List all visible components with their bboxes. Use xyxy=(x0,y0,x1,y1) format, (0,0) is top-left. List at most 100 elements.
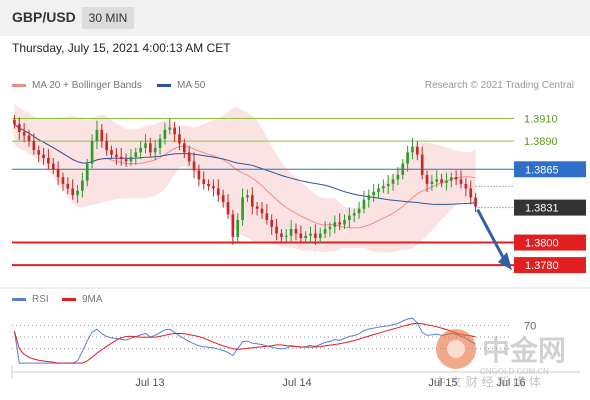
candle-body xyxy=(81,180,84,191)
ma9-legend-label: 9MA xyxy=(82,294,103,305)
candle-body xyxy=(348,215,351,220)
candle-body xyxy=(338,222,341,225)
candle-body xyxy=(85,163,89,181)
candle-body xyxy=(173,127,176,135)
candle-body xyxy=(221,195,225,202)
candle-body xyxy=(47,158,50,164)
candle-body xyxy=(139,147,142,153)
candle-body xyxy=(110,150,113,155)
datetime-label: Thursday, July 15, 2021 4:00:13 AM CET xyxy=(12,41,231,55)
candle-body xyxy=(42,154,45,158)
x-tick-jul-16: Jul 16 xyxy=(496,377,525,389)
candle-body xyxy=(435,179,439,182)
x-tick-jul-14: Jul 14 xyxy=(282,377,311,389)
rsi-tick-70: 70 xyxy=(524,320,536,332)
candle-body xyxy=(37,150,41,155)
candle-body xyxy=(182,143,186,153)
legend-rsi: RSI xyxy=(12,294,49,305)
watermark-logo-inner xyxy=(447,340,465,358)
candle-body xyxy=(415,146,419,155)
candle-body xyxy=(207,183,210,187)
candle-body xyxy=(464,183,468,189)
candle-body xyxy=(13,119,16,125)
x-tick-jul-13: Jul 13 xyxy=(135,377,164,389)
candle-body xyxy=(333,222,337,227)
ma20-legend-label: MA 20 + Bollinger Bands xyxy=(32,80,142,91)
rsi-panel: 70 xyxy=(12,317,536,364)
candle-body xyxy=(231,214,235,237)
candle-body xyxy=(401,163,405,175)
candle-body xyxy=(236,220,240,237)
candle-body xyxy=(17,124,21,133)
candle-body xyxy=(260,208,264,214)
candle-body xyxy=(425,174,429,184)
credit-text: Research © 2021 Trading Central xyxy=(424,80,574,91)
candle-body xyxy=(66,183,70,189)
candle-body xyxy=(250,195,254,207)
x-axis: Jul 13 Jul 14 Jul 15 Jul 16 xyxy=(0,287,590,389)
candle-body xyxy=(192,161,196,171)
timeframe-button[interactable]: 30 MIN xyxy=(82,7,134,29)
level-label-1.3800: 1.3800 xyxy=(525,238,559,250)
candle-body xyxy=(90,141,94,164)
candle-body xyxy=(212,186,215,189)
candle-body xyxy=(187,152,191,162)
legend-ma20: MA 20 + Bollinger Bands xyxy=(12,80,142,91)
candle-body xyxy=(445,180,448,183)
candles xyxy=(13,115,477,245)
candle-body xyxy=(95,129,99,142)
target-arrow-shaft xyxy=(476,208,506,260)
candle-body xyxy=(153,147,157,153)
candle-body xyxy=(343,220,346,225)
target-arrow xyxy=(476,208,512,271)
candle-body xyxy=(163,129,167,139)
candle-body xyxy=(27,135,31,142)
candle-body xyxy=(32,141,36,151)
level-tag-1.3800 xyxy=(514,234,586,251)
candle-body xyxy=(430,181,434,184)
candle-body xyxy=(377,188,380,192)
level-label-1.3831: 1.3831 xyxy=(525,203,559,215)
candle-body xyxy=(420,154,424,175)
level-label-1.3910: 1.3910 xyxy=(524,114,558,126)
candle-body xyxy=(386,183,390,187)
candle-body xyxy=(105,141,108,151)
candle-body xyxy=(216,188,220,196)
candle-body xyxy=(270,220,274,227)
watermark-logo: 中金网 CNGOLD.COM.CN 中 文 财 经 新 媒 体 xyxy=(434,329,566,389)
legend-ma50: MA 50 xyxy=(157,80,205,91)
candle-body xyxy=(275,226,278,234)
symbol-label: GBP/USD xyxy=(12,9,76,25)
candle-body xyxy=(299,233,303,239)
price-levels xyxy=(12,118,514,267)
candle-body xyxy=(440,179,443,183)
rsi-legend-label: RSI xyxy=(32,294,49,305)
candle-body xyxy=(241,197,244,220)
candle-body xyxy=(406,152,409,164)
candle-body xyxy=(372,191,375,196)
candle-body xyxy=(318,233,322,239)
candle-body xyxy=(328,226,332,230)
candle-body xyxy=(391,179,395,184)
candle-body xyxy=(367,195,371,200)
target-arrow-head xyxy=(498,252,512,271)
ma20-swatch xyxy=(12,83,26,87)
level-label-1.3865: 1.3865 xyxy=(525,164,559,176)
level-labels: 1.3910 1.3890 1.3865 1.3831 1.3800 1.3780 xyxy=(514,114,586,274)
candle-body xyxy=(357,208,361,214)
watermark: 中金网 CNGOLD.COM.CN 中 文 财 经 新 媒 体 xyxy=(432,324,582,390)
candle-body xyxy=(265,213,269,220)
candle-body xyxy=(474,197,477,207)
candle-body xyxy=(202,179,206,184)
candle-body xyxy=(129,156,133,162)
candle-body xyxy=(115,154,118,157)
level-label-1.3890: 1.3890 xyxy=(524,136,558,148)
candle-body xyxy=(178,134,181,144)
candle-body xyxy=(124,159,128,162)
level-tag-1.3780 xyxy=(514,257,586,274)
candle-body xyxy=(51,163,55,170)
candle-body xyxy=(289,229,293,236)
level-tag-1.3865 xyxy=(514,161,586,178)
candle-body xyxy=(396,174,400,180)
